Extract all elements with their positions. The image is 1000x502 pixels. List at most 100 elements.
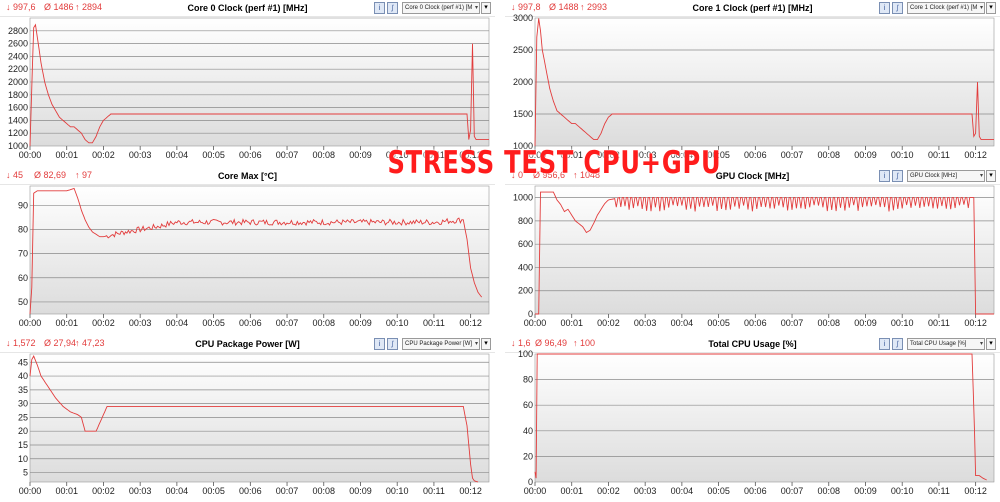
y-tick-label: 0 <box>528 309 533 319</box>
chart-plot: 1000 1500 2000 2500 3000 00:00 00:01 00:02 00:03… <box>513 13 995 160</box>
menu-arrow-icon[interactable]: ▾ <box>481 338 491 350</box>
y-tick-label: 15 <box>18 440 28 450</box>
graph-mode-icon[interactable]: i <box>879 170 890 182</box>
y-tick-label: 30 <box>18 399 28 409</box>
sensor-select[interactable]: CPU Package Power [W] ▾ <box>402 338 480 350</box>
chart-plot: 50 60 70 80 90 00:00 00:01 00:02 00:03 00:04 00:05… <box>18 185 490 328</box>
menu-arrow-icon[interactable]: ▾ <box>481 2 491 14</box>
chart-panel-core0-clock: ↓ 997,6 Ø 1486 ↑ 2894 Core 0 Clock (perf… <box>0 0 495 165</box>
x-tick-label: 00:05 <box>707 318 730 328</box>
graph-filter-icon[interactable]: ∫ <box>892 170 903 182</box>
chart-panel-cpu-package-power: ↓ 1,572 Ø 27,94 ↑ 47,23 CPU Package Powe… <box>0 336 495 501</box>
x-tick-label: 00:04 <box>671 486 694 496</box>
sensor-select[interactable]: Core 1 Clock (perf #1) [M ▾ <box>907 2 985 14</box>
y-tick-label: 2800 <box>8 26 28 36</box>
menu-arrow-icon[interactable]: ▾ <box>986 2 996 14</box>
series-line <box>29 23 489 147</box>
y-tick-label: 2600 <box>8 39 28 49</box>
x-tick-label: 00:06 <box>744 486 767 496</box>
x-tick-label: 00:06 <box>239 150 262 160</box>
x-tick-label: 00:06 <box>239 318 262 328</box>
menu-arrow-icon[interactable]: ▾ <box>986 170 996 182</box>
y-tick-label: 60 <box>523 400 533 410</box>
x-tick-label: 00:04 <box>166 150 189 160</box>
stat-avg: Ø 96,49 <box>535 338 568 348</box>
stat-min: ↓ 0 <box>511 170 524 180</box>
x-tick-label: 00:09 <box>349 150 372 160</box>
menu-arrow-icon[interactable]: ▾ <box>986 338 996 350</box>
x-tick-label: 00:10 <box>386 318 409 328</box>
x-tick-label: 00:07 <box>276 486 299 496</box>
x-tick-label: 00:07 <box>276 318 299 328</box>
y-tick-label: 3000 <box>513 13 533 23</box>
graph-mode-icon[interactable]: i <box>374 2 385 14</box>
x-tick-label: 00:09 <box>854 150 877 160</box>
y-tick-label: 1000 <box>513 141 533 151</box>
graph-filter-icon[interactable]: ∫ <box>892 2 903 14</box>
stat-avg: Ø 27,94 <box>44 338 77 348</box>
y-tick-label: 50 <box>18 297 28 307</box>
y-tick-label: 400 <box>518 262 533 272</box>
graph-filter-icon[interactable]: ∫ <box>892 338 903 350</box>
chart-panel-core1-clock: ↓ 997,8 Ø 1488 ↑ 2993 Core 1 Clock (perf… <box>505 0 1000 165</box>
y-tick-label: 1600 <box>8 103 28 113</box>
chart-plot: 5 10 15 20 25 30 35 40 45 00:00 00:01 00:02 00:03 00:… <box>18 353 490 496</box>
y-tick-label: 10 <box>18 454 28 464</box>
graph-mode-icon[interactable]: i <box>374 338 385 350</box>
x-tick-label: 00:10 <box>891 318 914 328</box>
sensor-select-value: CPU Package Power [W] <box>405 341 473 347</box>
panel-title: Core 1 Clock (perf #1) [MHz] <box>692 3 813 13</box>
chevron-down-icon: ▾ <box>979 5 983 11</box>
x-tick-label: 00:12 <box>964 150 987 160</box>
x-tick-label: 00:07 <box>781 486 804 496</box>
x-tick-label: 00:05 <box>707 486 730 496</box>
y-tick-label: 200 <box>518 286 533 296</box>
x-tick-label: 00:08 <box>312 318 335 328</box>
x-tick-label: 00:07 <box>781 318 804 328</box>
x-tick-label: 00:02 <box>92 150 115 160</box>
chart-panel-total-cpu-usage: ↓ 1,6 Ø 96,49 ↑ 100 Total CPU Usage [%] … <box>505 336 1000 501</box>
y-tick-label: 35 <box>18 385 28 395</box>
sensor-select[interactable]: Total CPU Usage [%] ▾ <box>907 338 985 350</box>
x-tick-label: 00:05 <box>202 150 225 160</box>
panel-header: ↓ 997,6 Ø 1486 ↑ 2894 Core 0 Clock (perf… <box>0 0 495 17</box>
plot-area <box>534 185 995 315</box>
x-tick-label: 00:00 <box>19 318 42 328</box>
y-tick-label: 25 <box>18 412 28 422</box>
x-tick-label: 00:07 <box>276 150 299 160</box>
x-tick-label: 00:03 <box>634 486 657 496</box>
x-tick-label: 00:11 <box>928 486 950 496</box>
graph-mode-icon[interactable]: i <box>879 338 890 350</box>
x-tick-label: 00:11 <box>928 318 950 328</box>
x-tick-label: 00:01 <box>560 150 583 160</box>
panel-header: ↓ 1,6 Ø 96,49 ↑ 100 Total CPU Usage [%] … <box>505 336 1000 353</box>
x-tick-label: 00:01 <box>55 486 78 496</box>
panel-header: ↓ 1,572 Ø 27,94 ↑ 47,23 CPU Package Powe… <box>0 336 495 353</box>
x-tick-label: 00:02 <box>597 486 620 496</box>
y-tick-label: 80 <box>18 224 28 234</box>
y-tick-label: 70 <box>18 249 28 259</box>
sensor-select-value: Core 1 Clock (perf #1) [M <box>910 5 978 11</box>
graph-filter-icon[interactable]: ∫ <box>387 338 398 350</box>
stat-max: ↑ 100 <box>573 338 596 348</box>
x-tick-label: 00:02 <box>597 318 620 328</box>
x-tick-label: 00:12 <box>459 150 482 160</box>
x-tick-label: 00:06 <box>744 318 767 328</box>
x-tick-label: 00:05 <box>707 150 730 160</box>
sensor-select[interactable]: GPU Clock [MHz] ▾ <box>907 170 985 182</box>
graph-filter-icon[interactable]: ∫ <box>387 2 398 14</box>
x-tick-label: 00:06 <box>239 486 262 496</box>
y-tick-label: 5 <box>23 468 28 478</box>
x-tick-label: 00:03 <box>129 486 152 496</box>
graph-mode-icon[interactable]: i <box>879 2 890 14</box>
series-line <box>534 353 987 481</box>
x-tick-label: 00:04 <box>166 318 189 328</box>
x-tick-label: 00:08 <box>817 150 840 160</box>
y-tick-label: 2500 <box>513 45 533 55</box>
x-tick-label: 00:00 <box>524 318 547 328</box>
sensor-select[interactable]: Core 0 Clock (perf #1) [M ▾ <box>402 2 480 14</box>
x-tick-label: 00:09 <box>854 486 877 496</box>
x-tick-label: 00:09 <box>854 318 877 328</box>
y-tick-label: 40 <box>523 426 533 436</box>
y-tick-label: 800 <box>518 216 533 226</box>
